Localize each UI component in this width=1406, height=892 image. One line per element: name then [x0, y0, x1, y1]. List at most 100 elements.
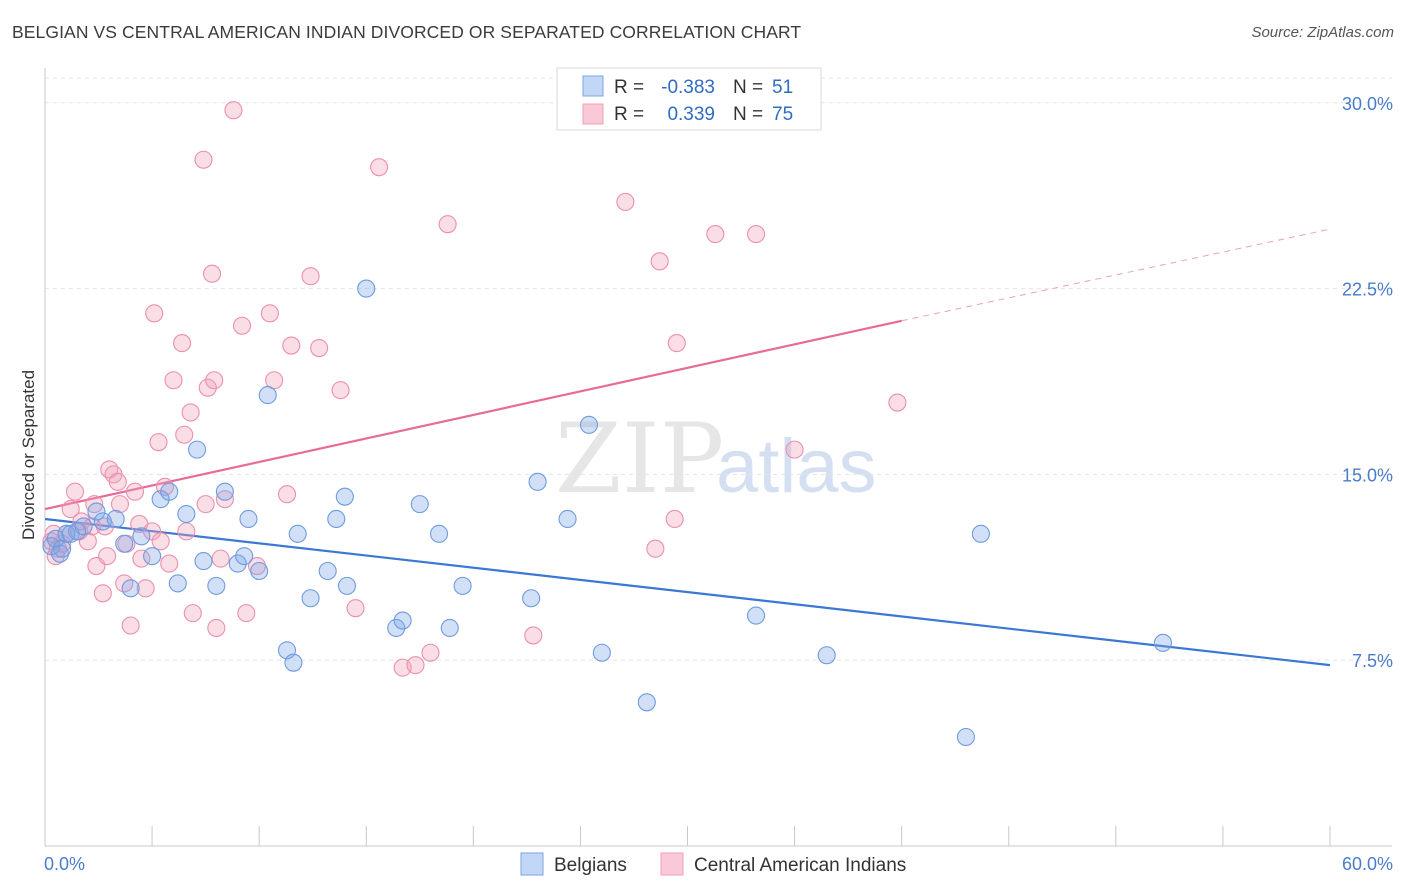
point-belgians	[74, 517, 93, 536]
trend-line-belgians	[44, 517, 1331, 667]
point-belgians	[637, 693, 656, 712]
legend-r-value-1: -0.383	[661, 77, 715, 98]
y-tick-label: 30.0%	[1342, 94, 1393, 114]
point-central-american-indians	[121, 616, 140, 635]
legend-n-value-2: 75	[772, 104, 793, 125]
point-belgians	[440, 618, 459, 638]
trend-line-central-american-indians-extension	[901, 228, 1331, 322]
point-central-american-indians	[125, 482, 144, 501]
axes	[44, 68, 1392, 847]
point-central-american-indians	[203, 264, 222, 283]
point-central-american-indians	[706, 225, 725, 244]
point-central-american-indians	[260, 304, 279, 323]
point-central-american-indians	[746, 225, 766, 244]
correlation-legend: R = -0.383 N = 51 R = 0.339 N = 75	[556, 67, 822, 131]
point-central-american-indians	[331, 381, 350, 400]
series-legend: Belgians Central American Indians	[520, 852, 906, 876]
y-axis-label: Divorced or Separated	[19, 370, 38, 540]
point-belgians	[337, 576, 357, 595]
point-central-american-indians	[282, 336, 301, 355]
point-central-american-indians	[183, 604, 202, 623]
point-central-american-indians	[215, 490, 234, 509]
point-belgians	[528, 472, 547, 491]
point-central-american-indians	[207, 618, 226, 638]
point-belgians	[121, 579, 140, 598]
bottom-legend-swatch-central-american-indians	[660, 852, 684, 876]
data-points	[42, 101, 1172, 747]
point-central-american-indians	[421, 643, 440, 662]
point-belgians	[579, 415, 599, 434]
gridlines	[45, 77, 1392, 661]
point-central-american-indians	[98, 547, 117, 566]
point-belgians	[453, 576, 472, 595]
point-belgians	[301, 589, 320, 608]
point-belgians	[188, 440, 207, 459]
point-belgians	[357, 279, 376, 298]
point-belgians	[143, 547, 162, 566]
point-belgians	[522, 589, 541, 608]
y-tick-label: 15.0%	[1342, 465, 1393, 485]
point-belgians	[335, 487, 354, 506]
point-belgians	[235, 547, 254, 566]
point-central-american-indians	[237, 604, 256, 623]
point-belgians	[215, 482, 234, 501]
trend-line-central-american-indians	[44, 319, 902, 511]
point-central-american-indians	[616, 192, 635, 211]
point-central-american-indians	[524, 626, 543, 645]
point-central-american-indians	[646, 539, 665, 558]
y-tick-label: 22.5%	[1342, 280, 1393, 300]
point-central-american-indians	[108, 472, 127, 491]
point-central-american-indians	[224, 101, 243, 120]
point-central-american-indians	[65, 482, 85, 501]
point-belgians	[558, 509, 577, 529]
point-central-american-indians	[665, 509, 684, 529]
point-central-american-indians	[160, 554, 179, 573]
point-belgians	[284, 653, 303, 672]
legend-n-label-1: N =	[733, 77, 763, 98]
point-belgians	[194, 552, 213, 571]
y-tick-label: 7.5%	[1352, 651, 1393, 671]
point-central-american-indians	[370, 158, 389, 177]
legend-r-value-2: 0.339	[667, 104, 715, 125]
chart-title: BELGIAN VS CENTRAL AMERICAN INDIAN DIVOR…	[12, 22, 802, 42]
point-central-american-indians	[177, 522, 196, 541]
point-central-american-indians	[211, 549, 230, 568]
point-belgians	[53, 539, 72, 558]
point-belgians	[288, 524, 307, 543]
bottom-legend-belgians: Belgians	[554, 855, 627, 876]
point-belgians	[239, 509, 258, 529]
point-belgians	[956, 727, 975, 747]
x-tick-label-min: 0.0%	[44, 854, 85, 874]
point-central-american-indians	[136, 579, 155, 598]
legend-r-label-1: R =	[614, 77, 644, 98]
point-central-american-indians	[406, 656, 425, 675]
point-belgians	[393, 611, 412, 630]
x-tick-label-max: 60.0%	[1342, 854, 1393, 874]
point-belgians	[387, 618, 406, 638]
point-central-american-indians	[785, 440, 804, 459]
source-label: Source: ZipAtlas.com	[1251, 24, 1394, 41]
point-central-american-indians	[151, 532, 170, 551]
trend-lines	[44, 228, 1331, 667]
point-belgians	[410, 495, 429, 514]
legend-n-label-2: N =	[733, 104, 763, 125]
point-central-american-indians	[93, 584, 112, 603]
point-belgians	[57, 524, 76, 543]
point-central-american-indians	[198, 378, 217, 397]
point-belgians	[115, 534, 134, 553]
point-central-american-indians	[650, 252, 669, 271]
bottom-legend-central-american-indians: Central American Indians	[694, 855, 906, 876]
watermark-zip: ZIP	[555, 403, 724, 515]
point-belgians	[746, 606, 766, 625]
point-central-american-indians	[149, 433, 168, 452]
point-central-american-indians	[85, 495, 104, 514]
point-belgians	[430, 524, 449, 543]
point-belgians	[177, 504, 196, 524]
point-belgians	[207, 576, 226, 595]
point-belgians	[160, 482, 179, 501]
point-belgians	[327, 509, 346, 529]
point-central-american-indians	[310, 338, 329, 358]
point-central-american-indians	[301, 267, 320, 286]
point-central-american-indians	[667, 334, 686, 353]
legend-r-label-2: R =	[614, 104, 644, 125]
